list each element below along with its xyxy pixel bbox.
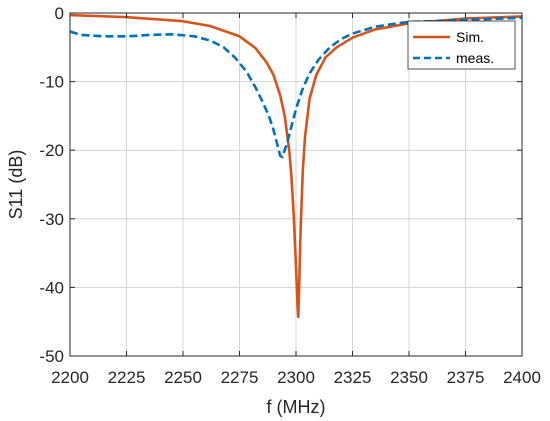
- series-line-meas: [69, 16, 523, 159]
- legend: Sim. meas.: [407, 20, 516, 70]
- axis-ticks: [69, 12, 523, 357]
- x-tick-label: 2375: [447, 368, 485, 387]
- x-tick-label: 2250: [164, 368, 202, 387]
- y-tick-label: -30: [39, 210, 64, 229]
- x-tick-label: 2350: [390, 368, 428, 387]
- legend-label-sim: Sim.: [456, 29, 484, 45]
- x-tick-label: 2300: [277, 368, 315, 387]
- x-tick-label: 2275: [221, 368, 259, 387]
- y-tick-label: -50: [39, 347, 64, 366]
- x-tick-label: 2200: [51, 368, 89, 387]
- y-axis-label: S11 (dB): [6, 150, 26, 220]
- series-layer: [69, 13, 523, 319]
- y-tick-label: -10: [39, 73, 64, 92]
- tick-labels: 2200 2225 2250 2275 2300 2325 2350 2375 2400 0 -10…: [39, 4, 540, 387]
- y-tick-label: -20: [39, 141, 64, 160]
- x-axis-label: f (MHz): [267, 397, 326, 417]
- x-tick-label: 2400: [503, 368, 541, 387]
- legend-box: [407, 20, 516, 70]
- y-tick-label: 0: [55, 4, 64, 23]
- legend-label-meas: meas.: [456, 50, 494, 66]
- series-line-sim: [69, 13, 523, 319]
- x-tick-label: 2225: [108, 368, 146, 387]
- x-tick-label: 2325: [334, 368, 372, 387]
- y-tick-label: -40: [39, 278, 64, 297]
